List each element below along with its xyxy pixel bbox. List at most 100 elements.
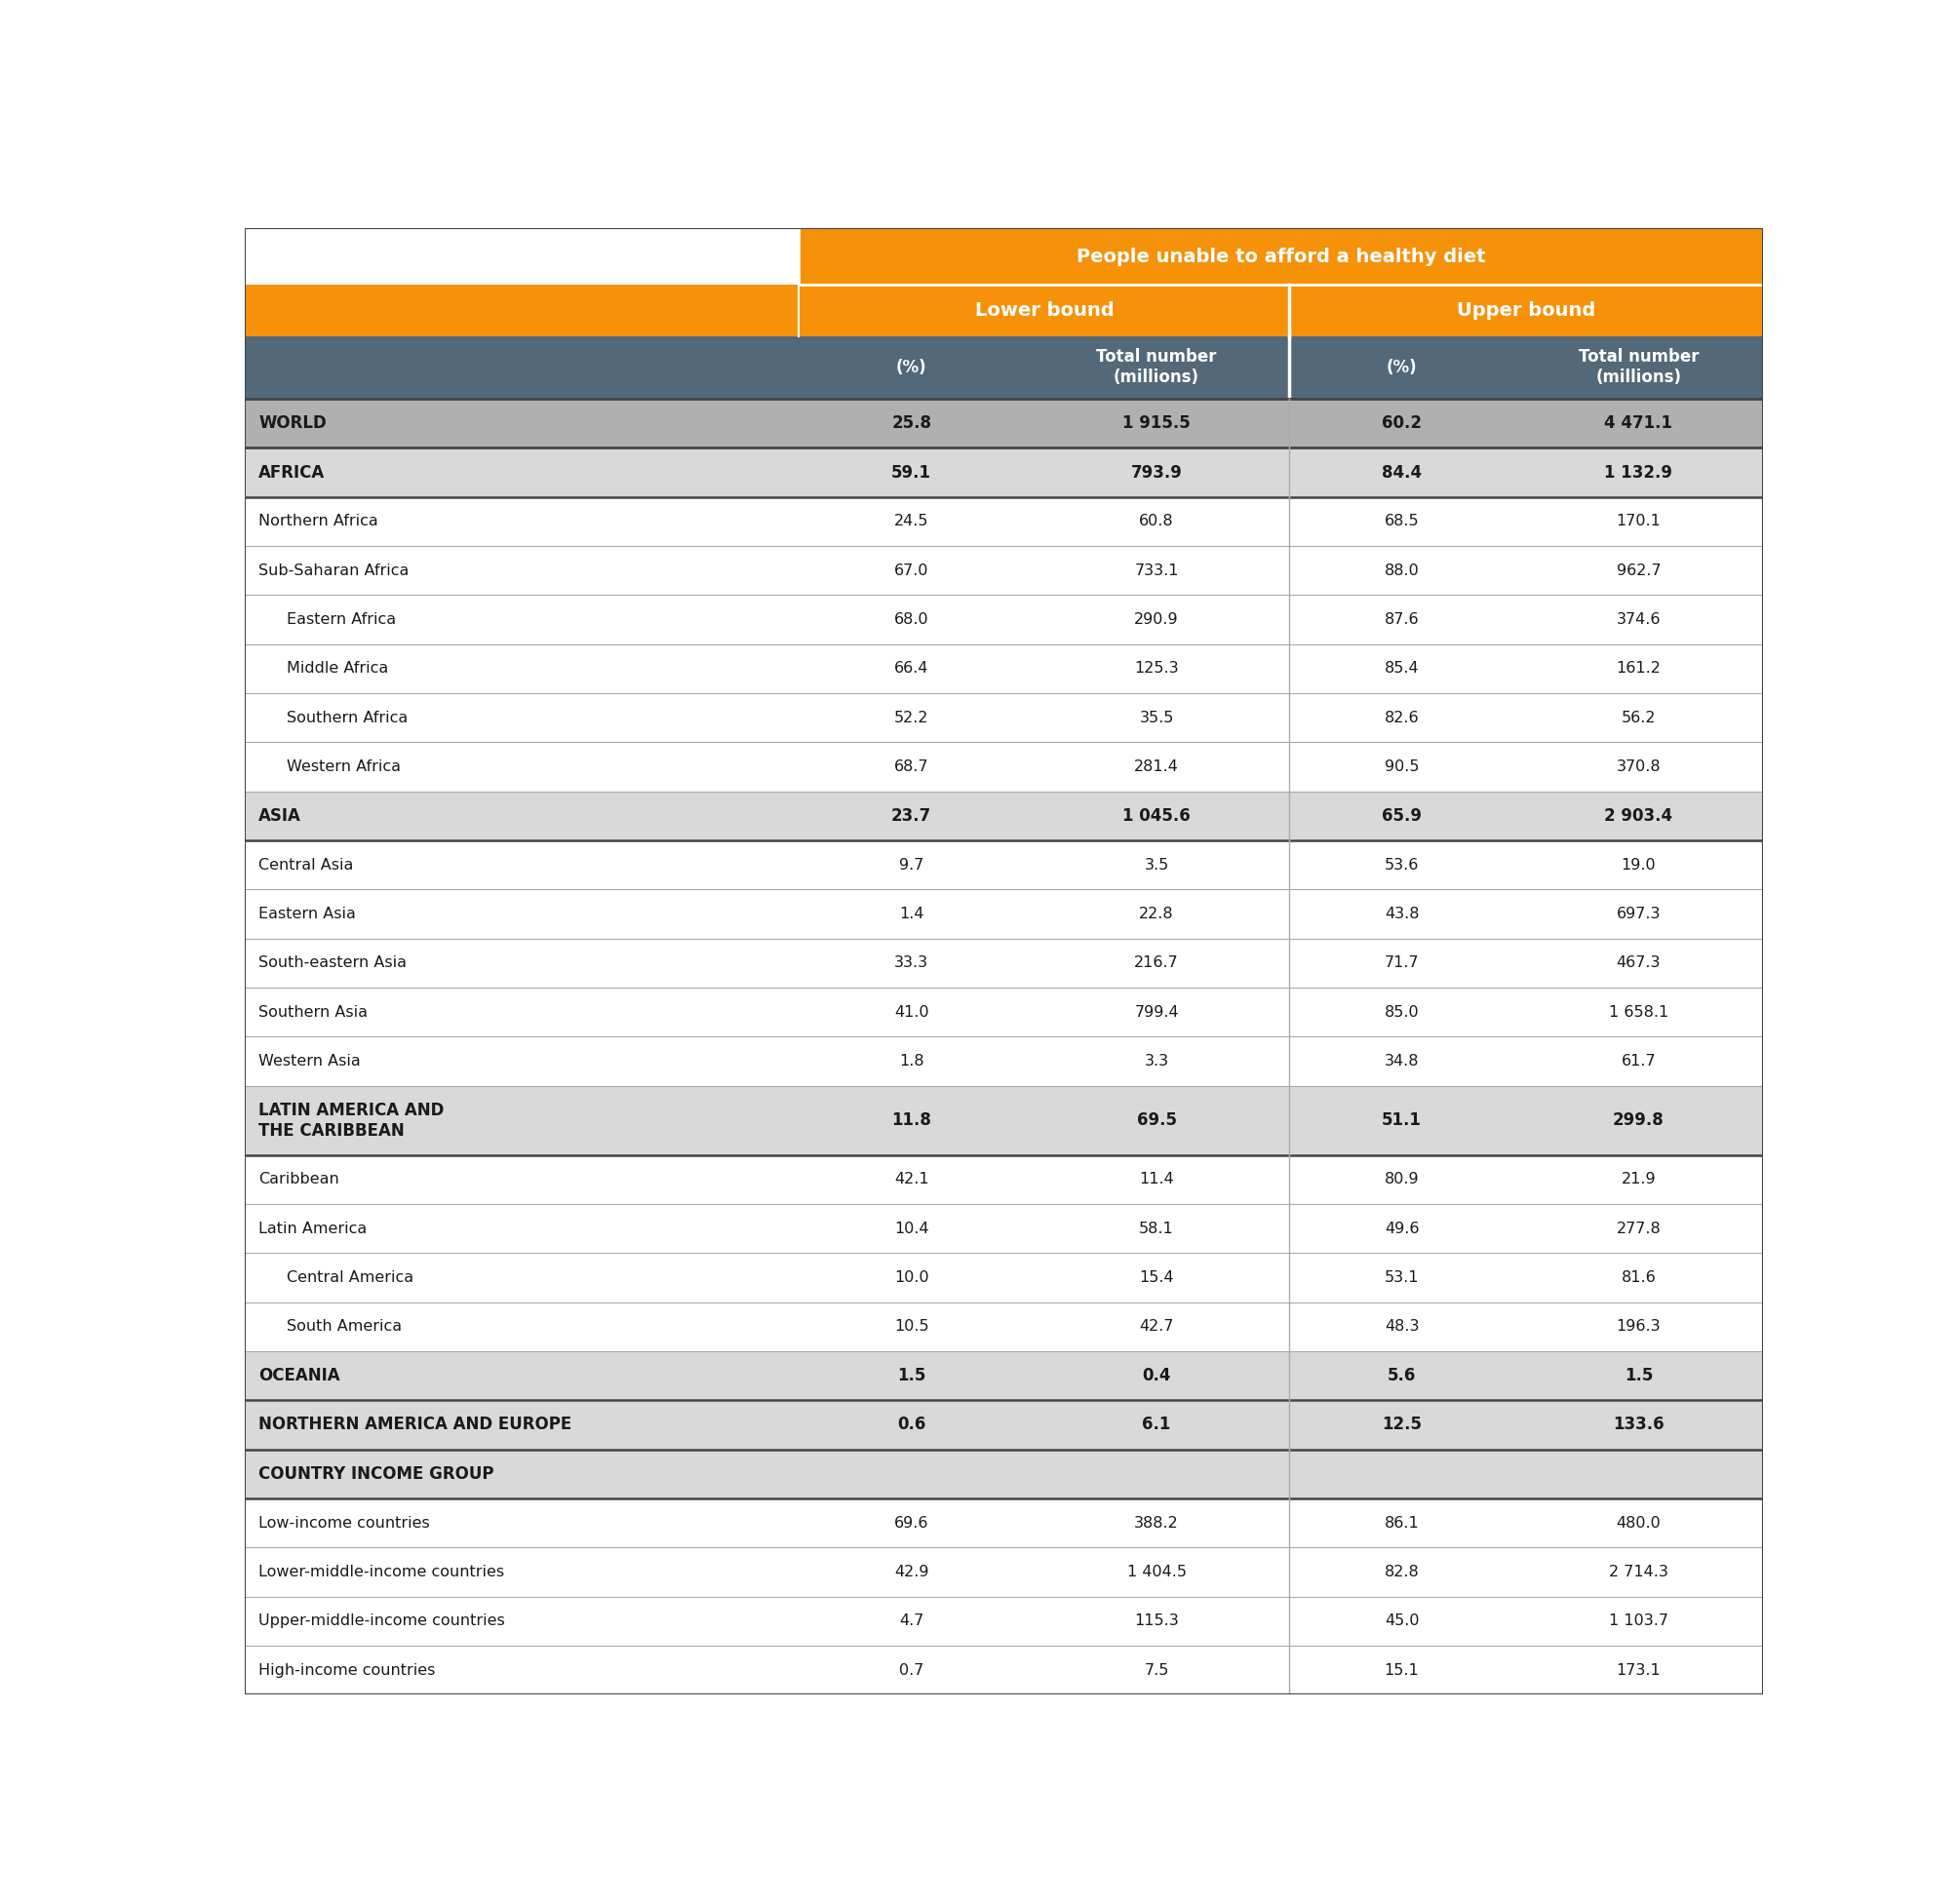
Text: 85.0: 85.0 — [1385, 1005, 1418, 1019]
Bar — [799, 286, 1289, 335]
Bar — [245, 1449, 1763, 1498]
Text: Sub-Saharan Africa: Sub-Saharan Africa — [259, 564, 409, 579]
Text: 216.7: 216.7 — [1134, 956, 1179, 971]
Text: 49.6: 49.6 — [1385, 1220, 1418, 1236]
Text: 42.9: 42.9 — [893, 1565, 929, 1578]
Text: 10.0: 10.0 — [893, 1270, 929, 1285]
Bar — [245, 1302, 1763, 1352]
Text: 11.4: 11.4 — [1138, 1173, 1173, 1186]
Bar — [799, 335, 1025, 398]
Text: COUNTRY INCOME GROUP: COUNTRY INCOME GROUP — [259, 1464, 494, 1483]
Text: 467.3: 467.3 — [1616, 956, 1661, 971]
Text: 962.7: 962.7 — [1616, 564, 1661, 579]
Text: (%): (%) — [1387, 358, 1416, 377]
Text: 1 915.5: 1 915.5 — [1123, 415, 1191, 432]
Bar — [245, 1203, 1763, 1253]
Text: 196.3: 196.3 — [1616, 1319, 1661, 1335]
Text: 1.5: 1.5 — [1624, 1367, 1653, 1384]
Text: 170.1: 170.1 — [1616, 514, 1661, 529]
Text: Central Asia: Central Asia — [259, 857, 353, 872]
Bar — [245, 497, 1763, 546]
Text: 52.2: 52.2 — [893, 710, 929, 725]
Text: (%): (%) — [895, 358, 927, 377]
Text: 66.4: 66.4 — [893, 661, 929, 676]
Text: 42.1: 42.1 — [893, 1173, 929, 1186]
Text: 61.7: 61.7 — [1622, 1055, 1655, 1068]
Text: High-income countries: High-income countries — [259, 1662, 435, 1677]
Text: 85.4: 85.4 — [1385, 661, 1418, 676]
Text: 4.7: 4.7 — [899, 1615, 925, 1628]
Text: 34.8: 34.8 — [1385, 1055, 1418, 1068]
Text: AFRICA: AFRICA — [259, 465, 325, 482]
Text: 88.0: 88.0 — [1385, 564, 1418, 579]
Text: 19.0: 19.0 — [1622, 857, 1655, 872]
Text: 53.1: 53.1 — [1385, 1270, 1418, 1285]
Text: 82.8: 82.8 — [1385, 1565, 1418, 1578]
Bar — [799, 228, 1763, 286]
Bar — [245, 840, 1763, 889]
Bar — [245, 1352, 1763, 1399]
Text: 56.2: 56.2 — [1622, 710, 1655, 725]
Bar — [245, 743, 1763, 792]
Text: 3.3: 3.3 — [1144, 1055, 1170, 1068]
Text: 86.1: 86.1 — [1385, 1516, 1418, 1531]
Bar — [245, 596, 1763, 644]
Bar — [245, 1645, 1763, 1695]
Text: 173.1: 173.1 — [1616, 1662, 1661, 1677]
Text: 480.0: 480.0 — [1616, 1516, 1661, 1531]
Bar — [245, 889, 1763, 939]
Text: 65.9: 65.9 — [1381, 807, 1422, 824]
Text: 0.4: 0.4 — [1142, 1367, 1171, 1384]
Text: 69.6: 69.6 — [893, 1516, 929, 1531]
Text: Total number
(millions): Total number (millions) — [1579, 348, 1698, 387]
Text: 22.8: 22.8 — [1140, 906, 1173, 922]
Text: 10.5: 10.5 — [893, 1319, 929, 1335]
Text: 793.9: 793.9 — [1130, 465, 1183, 482]
Bar — [245, 1156, 1763, 1203]
Text: 42.7: 42.7 — [1140, 1319, 1173, 1335]
Bar — [1289, 335, 1514, 398]
Text: 15.1: 15.1 — [1385, 1662, 1418, 1677]
Bar — [245, 447, 1763, 497]
Text: South-eastern Asia: South-eastern Asia — [259, 956, 407, 971]
Text: 90.5: 90.5 — [1385, 760, 1418, 775]
Text: Eastern Africa: Eastern Africa — [286, 613, 396, 626]
Text: 5.6: 5.6 — [1387, 1367, 1416, 1384]
Text: 12.5: 12.5 — [1381, 1417, 1422, 1434]
Bar — [245, 398, 1763, 447]
Text: People unable to afford a healthy diet: People unable to afford a healthy diet — [1077, 248, 1485, 267]
Bar — [245, 335, 799, 398]
Text: 41.0: 41.0 — [893, 1005, 929, 1019]
Text: 2 903.4: 2 903.4 — [1604, 807, 1673, 824]
Text: 60.2: 60.2 — [1381, 415, 1422, 432]
Bar — [1025, 335, 1289, 398]
Text: Upper bound: Upper bound — [1457, 301, 1597, 320]
Text: 84.4: 84.4 — [1381, 465, 1422, 482]
Text: 35.5: 35.5 — [1140, 710, 1173, 725]
Text: 48.3: 48.3 — [1385, 1319, 1418, 1335]
Text: 281.4: 281.4 — [1134, 760, 1179, 775]
Bar — [245, 644, 1763, 693]
Bar — [245, 286, 799, 335]
Text: 45.0: 45.0 — [1385, 1615, 1418, 1628]
Text: 388.2: 388.2 — [1134, 1516, 1179, 1531]
Text: ASIA: ASIA — [259, 807, 302, 824]
Text: Caribbean: Caribbean — [259, 1173, 339, 1186]
Text: Northern Africa: Northern Africa — [259, 514, 378, 529]
Text: 733.1: 733.1 — [1134, 564, 1179, 579]
Text: 374.6: 374.6 — [1616, 613, 1661, 626]
Text: 58.1: 58.1 — [1138, 1220, 1173, 1236]
Text: Lower bound: Lower bound — [976, 301, 1115, 320]
Text: 1.4: 1.4 — [899, 906, 925, 922]
Text: NORTHERN AMERICA AND EUROPE: NORTHERN AMERICA AND EUROPE — [259, 1417, 572, 1434]
Text: 1 404.5: 1 404.5 — [1126, 1565, 1187, 1578]
Text: 68.7: 68.7 — [893, 760, 929, 775]
Bar — [245, 1085, 1763, 1156]
Text: Southern Africa: Southern Africa — [286, 710, 407, 725]
Text: 1 045.6: 1 045.6 — [1123, 807, 1191, 824]
Bar — [245, 792, 1763, 840]
Text: 277.8: 277.8 — [1616, 1220, 1661, 1236]
Text: Eastern Asia: Eastern Asia — [259, 906, 357, 922]
Text: 68.5: 68.5 — [1385, 514, 1418, 529]
Text: 4 471.1: 4 471.1 — [1604, 415, 1673, 432]
